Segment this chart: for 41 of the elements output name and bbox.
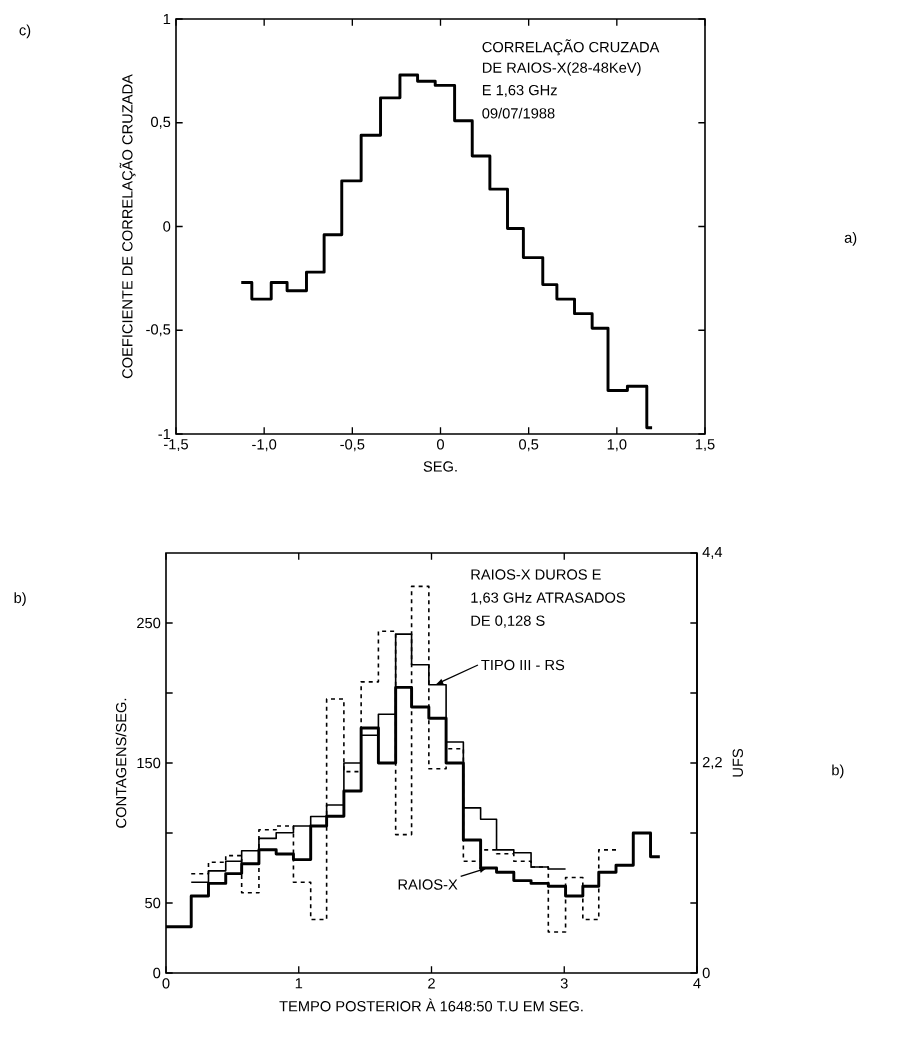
text: a)	[844, 232, 857, 246]
y-tick-label: 1	[163, 13, 171, 25]
annotation: RAIOS-X DUROS E	[471, 569, 601, 580]
annotation: 1,63 GHz ATRASADOS	[471, 592, 625, 605]
text: b)	[832, 764, 844, 779]
x-tick-label: 4	[693, 978, 701, 989]
x-tick-label: -0,5	[340, 439, 365, 452]
y2-tick-label: 4,4	[702, 547, 723, 559]
x-tick-label: -1,5	[164, 439, 189, 452]
y-tick-label: 150	[137, 757, 161, 769]
x-axis-title: SEG.	[423, 461, 457, 472]
x-tick-label: 0,5	[519, 439, 539, 452]
y-tick-label: 0,5	[151, 116, 171, 129]
x-tick-label: -1,0	[252, 439, 277, 452]
y-tick-label: 250	[137, 617, 161, 629]
y-tick-label: 0	[153, 967, 161, 979]
y2-tick-label: 0	[702, 967, 710, 979]
text: c)	[19, 24, 31, 39]
annotation: RAIOS-X	[398, 879, 458, 890]
y-tick-label: -0,5	[146, 324, 171, 337]
x-tick-label: 1,5	[695, 439, 715, 452]
annotation: DE 0,128 S	[471, 615, 545, 628]
annotation: 09/07/1988	[482, 107, 555, 119]
y-tick-label: -1	[158, 428, 171, 440]
y-tick-label: 0	[163, 221, 171, 232]
annotation: TIPO III - RS	[481, 659, 565, 671]
x-axis-title: TEMPO POSTERIOR À 1648:50 T.U EM SEG.	[279, 998, 583, 1012]
y-tick-label: 50	[145, 897, 161, 909]
y2-tick-label: 2,2	[702, 756, 722, 770]
annotation: DE RAIOS-X(28-48KeV)	[482, 62, 641, 76]
x-tick-label: 1,0	[607, 439, 627, 452]
y-axis-title: COEFICIENTE DE CORRELAÇÃO CRUZADA	[119, 74, 136, 379]
x-tick-label: 2	[428, 978, 435, 989]
x-tick-label: 0	[436, 439, 444, 450]
x-tick-label: 3	[560, 978, 568, 989]
annotation: E 1,63 GHz	[482, 84, 557, 98]
text: b)	[14, 592, 26, 607]
y-axis-title: CONTAGENS/SEG.	[115, 698, 127, 828]
x-tick-label: 1	[295, 978, 303, 989]
annotation: CORRELAÇÃO CRUZADA	[482, 39, 660, 56]
y2-axis-title: UFS	[732, 749, 743, 777]
